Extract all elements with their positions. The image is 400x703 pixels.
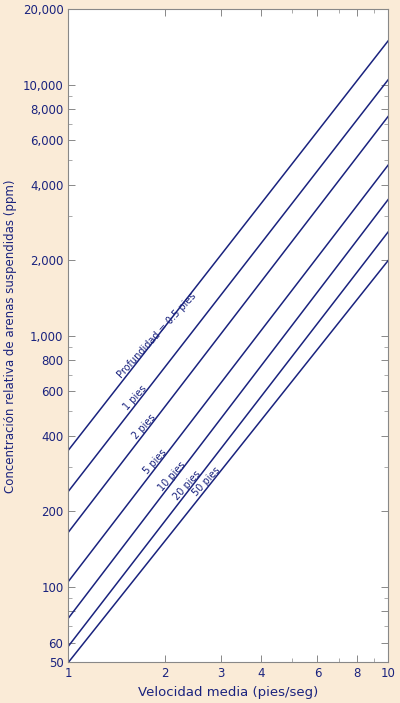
Text: 50 pies: 50 pies (191, 465, 223, 498)
Text: 20 pies: 20 pies (172, 469, 203, 502)
Text: 10 pies: 10 pies (156, 459, 188, 493)
Y-axis label: Concentración relativa de arenas suspendidas (ppm): Concentración relativa de arenas suspend… (4, 179, 17, 493)
X-axis label: Velocidad media (pies/seg): Velocidad media (pies/seg) (138, 686, 318, 699)
Text: 2 pies: 2 pies (131, 412, 158, 441)
Text: Profundidad = 0.5 pies: Profundidad = 0.5 pies (115, 291, 198, 380)
Text: 5 pies: 5 pies (142, 447, 169, 476)
Text: 1 pies: 1 pies (122, 384, 149, 413)
